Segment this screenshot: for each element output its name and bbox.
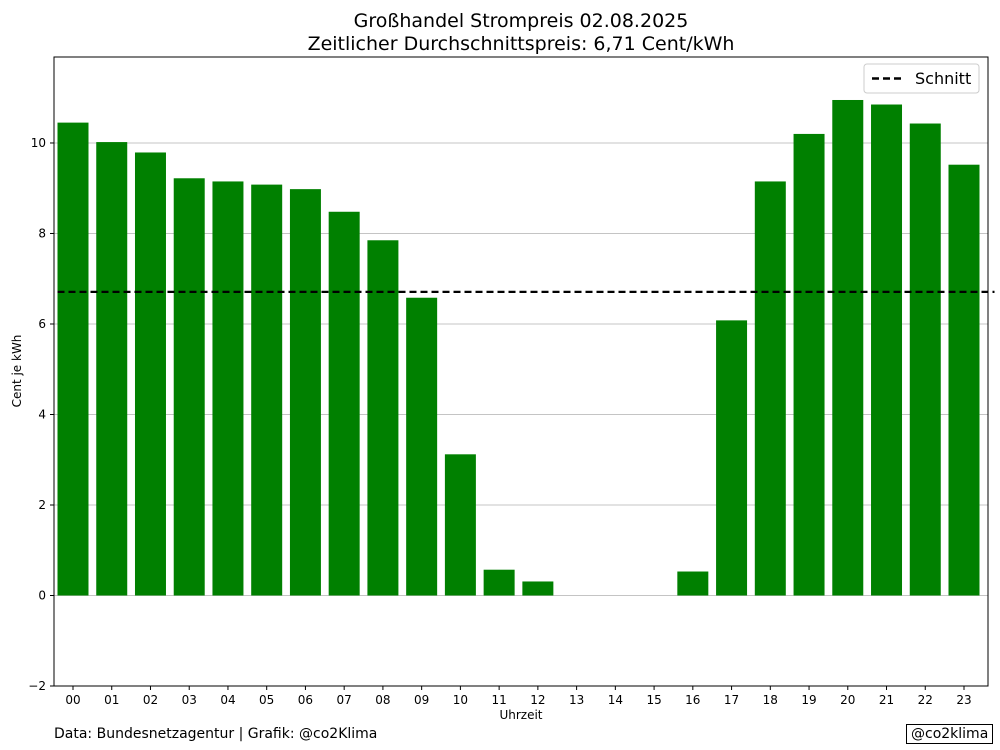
- bar-hour-09: [406, 297, 438, 596]
- x-tick-label: 23: [956, 693, 971, 707]
- bar-hour-00: [57, 122, 89, 596]
- bar-hour-10: [444, 454, 476, 596]
- x-tick-label: 15: [646, 693, 661, 707]
- y-tick-label: 0: [38, 588, 46, 602]
- bar-hour-16: [677, 571, 709, 596]
- x-tick-label: 16: [685, 693, 700, 707]
- bar-hour-12: [522, 581, 554, 596]
- x-tick-label: 07: [337, 693, 352, 707]
- bar-hour-03: [173, 178, 205, 596]
- bar-hour-05: [251, 184, 283, 596]
- bar-hour-19: [793, 133, 825, 596]
- x-tick-label: 04: [220, 693, 235, 707]
- bar-hour-21: [871, 104, 903, 596]
- x-tick-label: 02: [143, 693, 158, 707]
- bar-hour-02: [134, 152, 166, 596]
- source-credit: Data: Bundesnetzagentur | Grafik: @co2Kl…: [54, 726, 378, 742]
- x-tick-label: 03: [182, 693, 197, 707]
- legend-box: [863, 63, 980, 94]
- bar-hour-04: [212, 181, 244, 596]
- x-axis-ticks: 00 01 02 03 04 05 06 07 08 09 10 11 12 13 14 15 16 17 18 19…: [65, 686, 972, 707]
- bar-hour-06: [289, 189, 321, 596]
- x-tick-label: 01: [104, 693, 119, 707]
- y-axis-ticks: −2 0 2 4 6 8 10: [28, 136, 54, 693]
- grid-lines: [54, 142, 988, 687]
- x-tick-label: 12: [530, 693, 545, 707]
- y-tick-label: 4: [38, 407, 46, 421]
- bars: [57, 99, 980, 596]
- legend-label: Schnitt: [915, 69, 971, 88]
- bar-hour-07: [328, 211, 360, 596]
- bar-hour-20: [832, 99, 864, 596]
- bar-hour-11: [483, 569, 515, 596]
- chart-title: Großhandel Strompreis 02.08.2025 Zeitlic…: [308, 10, 735, 55]
- x-tick-label: 18: [763, 693, 778, 707]
- y-tick-label: 10: [31, 136, 46, 150]
- legend: Schnitt: [863, 63, 980, 94]
- chart-subtitle: Zeitlicher Durchschnittspreis: 6,71 Cent…: [308, 33, 735, 55]
- x-tick-label: 22: [918, 693, 933, 707]
- y-tick-label: 2: [38, 498, 46, 512]
- x-tick-label: 11: [491, 693, 506, 707]
- x-tick-label: 21: [879, 693, 894, 707]
- x-tick-label: 14: [608, 693, 623, 707]
- bar-hour-22: [909, 123, 941, 596]
- x-tick-label: 06: [298, 693, 313, 707]
- y-tick-label: −2: [28, 679, 46, 693]
- x-tick-label: 00: [65, 693, 80, 707]
- x-tick-label: 08: [375, 693, 390, 707]
- x-tick-label: 19: [801, 693, 816, 707]
- x-axis-label: Uhrzeit: [499, 708, 542, 722]
- y-tick-label: 8: [38, 226, 46, 240]
- bar-hour-01: [96, 142, 128, 596]
- x-tick-label: 20: [840, 693, 855, 707]
- x-tick-label: 10: [453, 693, 468, 707]
- plot-frame: [53, 56, 989, 687]
- y-tick-label: 6: [38, 317, 46, 331]
- x-tick-label: 05: [259, 693, 274, 707]
- bar-hour-23: [948, 164, 980, 596]
- bar-hour-17: [716, 320, 748, 596]
- x-tick-label: 13: [569, 693, 584, 707]
- watermark-box: @co2klima: [906, 724, 994, 744]
- bar-hour-18: [754, 181, 786, 596]
- bar-hour-08: [367, 240, 399, 596]
- chart-title-line: Großhandel Strompreis 02.08.2025: [354, 10, 689, 32]
- y-axis-label: Cent je kWh: [10, 335, 24, 408]
- x-tick-label: 17: [724, 693, 739, 707]
- x-tick-label: 09: [414, 693, 429, 707]
